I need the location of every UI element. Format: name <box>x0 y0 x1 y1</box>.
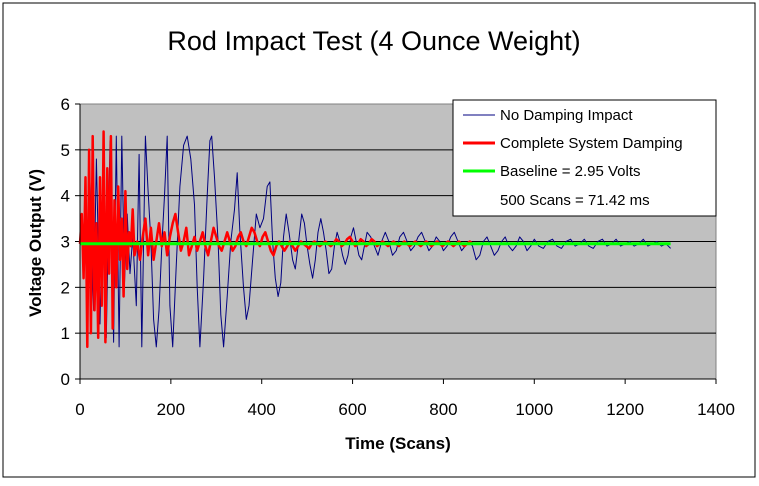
legend-label-baseline: Baseline = 2.95 Volts <box>500 163 641 180</box>
y-axis-ticks: 0 1 2 3 4 5 6 <box>61 95 80 389</box>
x-tick-label-6: 1200 <box>606 400 644 419</box>
y-tick-label-2: 2 <box>61 278 70 297</box>
y-axis-label: Voltage Output (V) <box>26 169 45 317</box>
x-tick-label-3: 600 <box>338 400 366 419</box>
y-tick-label-0: 0 <box>61 370 70 389</box>
y-tick-label-3: 3 <box>61 233 70 252</box>
x-axis-label: Time (Scans) <box>345 434 451 453</box>
y-tick-label-6: 6 <box>61 95 70 114</box>
series-line-damping <box>78 130 476 349</box>
x-tick-label-5: 1000 <box>515 400 553 419</box>
legend-box <box>452 99 717 217</box>
legend-label-no-damping: No Damping Impact <box>500 107 633 124</box>
y-tick-label-4: 4 <box>61 187 70 206</box>
y-tick-label-1: 1 <box>61 324 70 343</box>
series-layer <box>78 130 671 349</box>
y-tick-label-5: 5 <box>61 141 70 160</box>
x-tick-label-7: 1400 <box>697 400 735 419</box>
legend-note: 500 Scans = 71.42 ms <box>500 192 650 209</box>
legend-label-damping: Complete System Damping <box>500 135 683 152</box>
x-tick-label-4: 800 <box>429 400 457 419</box>
x-tick-label-0: 0 <box>75 400 84 419</box>
x-tick-label-1: 200 <box>157 400 185 419</box>
x-tick-label-2: 400 <box>248 400 276 419</box>
chart-title: Rod Impact Test (4 Ounce Weight) <box>167 26 580 56</box>
legend: No Damping Impact Complete System Dampin… <box>452 99 717 217</box>
x-axis-ticks: 0 200 400 600 800 1000 1200 1400 <box>75 379 735 419</box>
